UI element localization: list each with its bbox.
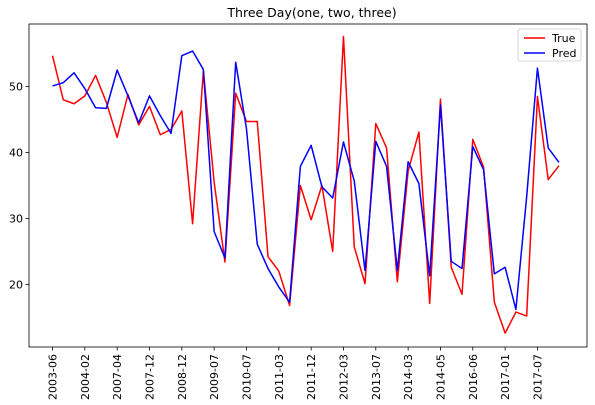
chart-title: Three Day(one, two, three) — [226, 5, 396, 20]
legend-label-pred: Pred — [552, 47, 576, 60]
legend-label-true: True — [551, 32, 576, 45]
x-tick-label: 2016-06 — [467, 354, 480, 400]
x-tick-label: 2004-02 — [79, 354, 92, 400]
x-tick-label: 2007-04 — [111, 354, 124, 400]
legend: True Pred — [517, 28, 582, 62]
y-axis: 20 30 40 50 — [9, 81, 29, 291]
x-tick-label: 2003-06 — [47, 354, 60, 400]
x-tick-label: 2010-07 — [240, 354, 253, 400]
y-tick-label: 20 — [9, 278, 23, 291]
x-tick-label: 2013-07 — [370, 354, 383, 400]
x-tick-label: 2008-12 — [176, 354, 189, 400]
x-tick-label: 2012-03 — [337, 354, 350, 400]
x-tick-label: 2017-01 — [499, 354, 512, 400]
x-tick-label: 2009-07 — [208, 354, 221, 400]
series-layer — [51, 35, 560, 334]
x-axis: 2003-06 2004-02 2007-04 2007-12 2008-12 2009-… — [47, 347, 544, 400]
series-line-pred — [52, 50, 560, 311]
x-tick-label: 2014-05 — [434, 354, 447, 400]
y-tick-label: 40 — [9, 147, 23, 160]
y-tick-label: 50 — [9, 81, 23, 94]
x-tick-label: 2011-12 — [305, 354, 318, 400]
series-line-true — [51, 35, 560, 334]
x-tick-label: 2014-03 — [402, 354, 415, 400]
plot-frame — [28, 23, 588, 348]
x-tick-label: 2017-07 — [531, 354, 544, 400]
x-tick-label: 2011-03 — [273, 354, 286, 400]
x-tick-label: 2007-12 — [143, 354, 156, 400]
y-tick-label: 30 — [9, 212, 23, 225]
